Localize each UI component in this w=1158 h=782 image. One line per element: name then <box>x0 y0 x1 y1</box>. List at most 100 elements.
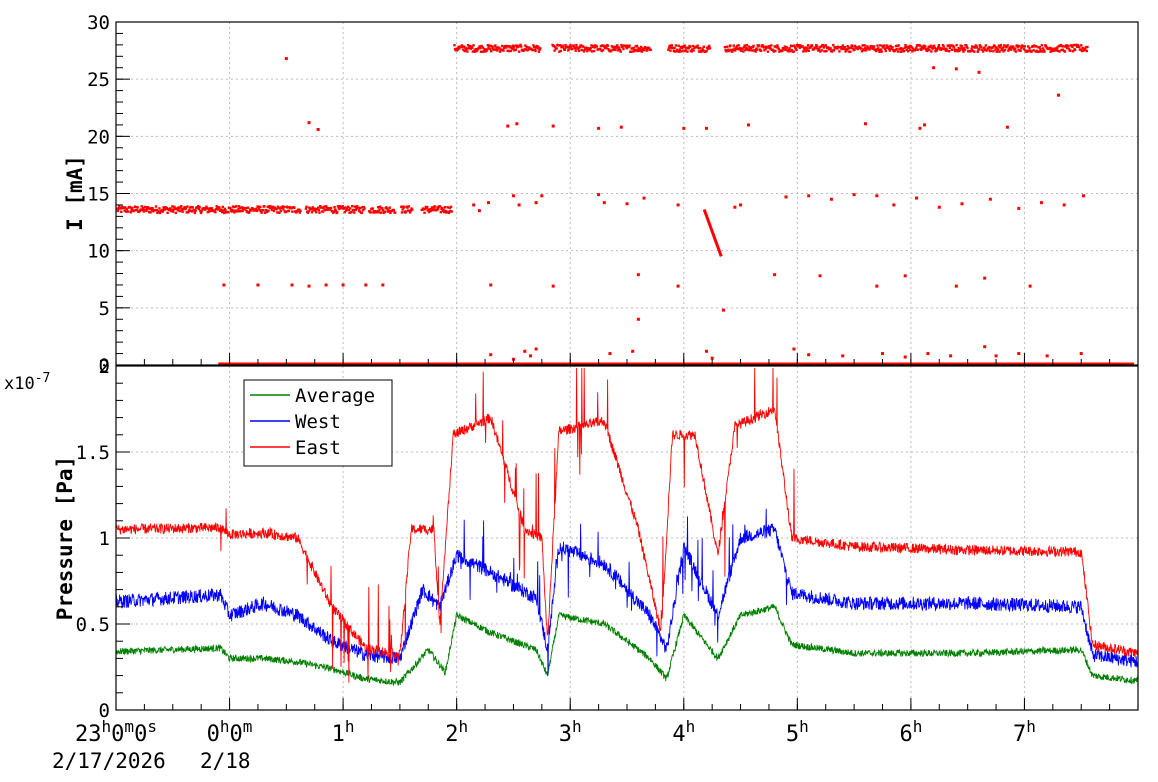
current-sample-point <box>1016 44 1019 47</box>
current-sample-point <box>1085 49 1088 53</box>
current-outlier-point <box>324 283 328 287</box>
current-sample-point <box>805 46 808 50</box>
current-sample-point <box>915 46 918 49</box>
current-sample-point <box>232 209 235 213</box>
current-outlier-point <box>747 123 751 127</box>
current-sample-point <box>328 208 331 211</box>
current-sample-point <box>520 45 523 48</box>
current-sample-point <box>671 46 675 50</box>
current-sample-point <box>171 210 175 213</box>
current-sample-point <box>163 208 167 211</box>
current-sample-point <box>571 47 574 51</box>
current-sample-point <box>729 48 733 52</box>
current-sample-point <box>849 46 853 50</box>
current-sample-point <box>311 206 314 209</box>
current-sample-point <box>259 209 263 213</box>
current-sample-point <box>932 44 936 48</box>
current-sample-point <box>1043 50 1046 53</box>
current-sample-point <box>860 47 863 50</box>
current-sample-point <box>774 49 777 53</box>
current-sample-point <box>515 46 519 49</box>
current-sample-point <box>599 44 603 48</box>
current-sample-point <box>279 209 282 213</box>
current-sample-point <box>954 48 958 52</box>
current-outlier-point <box>523 349 527 353</box>
current-sample-point <box>701 47 704 50</box>
current-sample-point <box>478 45 481 48</box>
current-outlier-point <box>489 283 493 287</box>
current-sample-point <box>994 48 997 51</box>
current-outlier-point <box>1017 352 1021 356</box>
current-sample-point <box>986 48 989 52</box>
current-outlier-point <box>960 202 964 206</box>
current-sample-point <box>260 211 263 214</box>
current-sample-point <box>899 50 902 53</box>
current-sample-point <box>582 45 585 48</box>
current-sample-point <box>1006 44 1009 47</box>
current-sample-point <box>532 45 536 49</box>
current-sample-point <box>538 48 541 51</box>
current-sample-point <box>869 44 872 48</box>
current-sample-point <box>993 45 996 48</box>
current-sample-point <box>346 205 350 208</box>
current-sample-point <box>166 211 169 215</box>
current-sample-point <box>642 48 646 52</box>
current-sample-point <box>467 47 470 50</box>
current-sample-point <box>736 47 740 51</box>
current-sample-point <box>401 208 404 211</box>
current-sample-point <box>216 208 220 211</box>
current-sample-point <box>897 44 900 47</box>
current-sample-point <box>359 206 362 210</box>
current-sample-point <box>860 50 864 53</box>
current-sample-point <box>971 45 974 48</box>
current-sample-point <box>222 211 226 215</box>
y-tick-label: 5 <box>99 298 110 320</box>
current-sample-point <box>239 206 242 210</box>
current-sample-point <box>751 49 754 52</box>
current-sample-point <box>1067 44 1070 48</box>
x-tick-label: 0h0m <box>207 717 253 747</box>
current-sample-point <box>732 44 736 47</box>
y-tick-label: 0 <box>99 700 110 722</box>
current-sample-point <box>791 44 794 48</box>
current-sample-point <box>222 209 225 212</box>
current-outlier-point <box>937 205 941 209</box>
current-sample-point <box>1084 45 1088 49</box>
current-sample-point <box>687 47 691 50</box>
current-sample-point <box>236 210 239 213</box>
current-sample-point <box>874 48 877 52</box>
current-sample-point <box>524 44 527 47</box>
x-date-label-start: 2/17/2026 <box>52 749 166 773</box>
current-sample-point <box>680 46 684 49</box>
current-sample-point <box>674 50 677 53</box>
current-sample-point <box>769 47 772 51</box>
current-sample-point <box>1071 49 1075 53</box>
current-sample-point <box>488 47 492 51</box>
current-sample-point <box>979 45 983 48</box>
current-sample-point <box>470 46 474 49</box>
current-sample-point <box>743 44 746 47</box>
current-outlier-point <box>642 196 646 200</box>
current-sample-point <box>178 209 182 213</box>
current-sample-point <box>123 209 126 212</box>
legend-west-label: West <box>295 411 341 433</box>
current-sample-point <box>961 48 964 51</box>
current-sample-point <box>902 49 906 53</box>
current-outlier-point <box>597 193 601 197</box>
current-sample-point <box>563 48 567 51</box>
current-sample-point <box>240 206 244 209</box>
current-sample-point <box>173 207 177 211</box>
current-outlier-point <box>875 284 879 288</box>
current-sample-point <box>158 207 161 210</box>
current-sample-point <box>269 204 272 208</box>
current-sample-point <box>1076 43 1080 47</box>
current-sample-point <box>462 48 465 51</box>
y-tick-label: 10 <box>87 241 110 263</box>
current-sample-point <box>498 46 501 50</box>
x-tick-label: 5h <box>786 717 809 747</box>
current-sample-point <box>506 49 509 52</box>
current-sample-point <box>881 44 884 48</box>
current-sample-point <box>277 206 280 210</box>
current-sample-point <box>313 207 316 210</box>
current-sample-point <box>1022 47 1026 51</box>
